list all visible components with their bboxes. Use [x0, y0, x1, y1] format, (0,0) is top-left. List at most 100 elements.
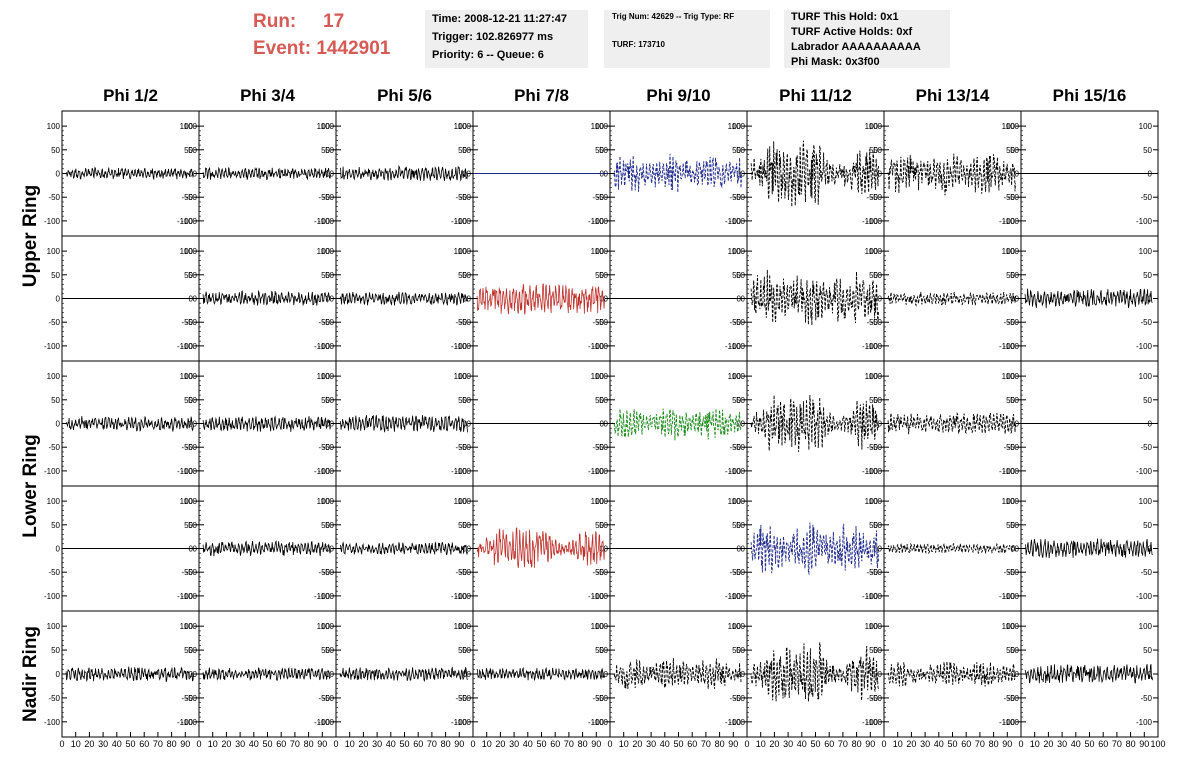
y-tick-label: 50: [184, 271, 193, 280]
y-tick-label: 50: [599, 396, 608, 405]
phi-header: Phi 1/2: [103, 86, 158, 105]
y-tick-label: 100: [317, 122, 331, 131]
run-value: 17: [323, 11, 345, 32]
y-tick-label: 0: [741, 670, 746, 679]
waveform-line: [202, 166, 331, 181]
y-tick-label: 100: [865, 247, 879, 256]
y-tick-label: 100: [458, 497, 472, 506]
x-tick-label: 10: [208, 739, 218, 749]
y-tick-label: 50: [732, 146, 741, 155]
x-tick-label: 0: [744, 739, 749, 749]
x-tick-label: 30: [646, 739, 656, 749]
x-tick-label: 80: [167, 739, 177, 749]
y-tick-label: -50: [318, 694, 330, 703]
y-tick-label: -100: [1136, 592, 1153, 601]
y-tick-label: -100: [725, 718, 742, 727]
x-tick-label: 20: [769, 739, 779, 749]
y-tick-label: 100: [458, 372, 472, 381]
y-tick-label: 100: [869, 497, 883, 506]
y-tick-label: -50: [1140, 318, 1152, 327]
y-tick-label: 0: [193, 170, 198, 179]
y-tick-label: -100: [592, 217, 609, 226]
y-tick-label: -100: [44, 718, 61, 727]
x-tick-label: 40: [660, 739, 670, 749]
x-tick-label: 40: [249, 739, 259, 749]
y-tick-label: -50: [322, 568, 334, 577]
y-tick-label: 50: [458, 521, 467, 530]
y-tick-label: 100: [732, 372, 746, 381]
y-tick-label: 0: [193, 670, 198, 679]
y-tick-label: -50: [48, 193, 60, 202]
y-tick-label: -50: [1003, 443, 1015, 452]
y-tick-label: 100: [595, 497, 609, 506]
x-tick-label: 60: [413, 739, 423, 749]
time-text: Time: 2008-12-21 11:27:47: [432, 13, 567, 25]
y-tick-label: -50: [1140, 694, 1152, 703]
y-tick-label: 50: [1143, 521, 1152, 530]
y-tick-label: -50: [870, 568, 882, 577]
y-tick-label: 50: [869, 646, 878, 655]
y-tick-label: -50: [1003, 318, 1015, 327]
y-tick-label: -50: [729, 443, 741, 452]
y-tick-label: 0: [878, 295, 883, 304]
waveform-line: [65, 666, 194, 683]
y-tick-label: 50: [51, 146, 60, 155]
x-tick-label: 0: [196, 739, 201, 749]
x-tick-label: 80: [1126, 739, 1136, 749]
y-tick-label: 50: [188, 396, 197, 405]
y-tick-label: 50: [1010, 646, 1019, 655]
x-tick-label: 0: [59, 739, 64, 749]
y-tick-label: -50: [185, 443, 197, 452]
y-tick-label: 100: [1002, 247, 1016, 256]
y-tick-label: 100: [1006, 497, 1020, 506]
y-tick-label: 50: [732, 521, 741, 530]
y-tick-label: -100: [181, 342, 198, 351]
y-tick-label: -100: [866, 217, 883, 226]
y-tick-label: 100: [458, 247, 472, 256]
x-tick-label: 0: [1018, 739, 1023, 749]
y-tick-label: 100: [317, 622, 331, 631]
y-tick-label: 100: [184, 497, 198, 506]
y-tick-label: 0: [1011, 670, 1016, 679]
y-tick-label: 50: [1010, 521, 1019, 530]
y-tick-label: 100: [321, 497, 335, 506]
x-tick-label: 0: [881, 739, 886, 749]
y-tick-label: 100: [595, 622, 609, 631]
y-tick-label: 0: [463, 670, 468, 679]
x-tick-label: 30: [509, 739, 519, 749]
waveform-line: [476, 666, 605, 681]
x-tick-label: 30: [920, 739, 930, 749]
y-tick-label: -100: [729, 217, 746, 226]
y-tick-label: -50: [592, 568, 604, 577]
y-tick-label: 0: [604, 545, 609, 554]
y-tick-label: 100: [732, 497, 746, 506]
y-tick-label: 100: [595, 122, 609, 131]
waveform-line: [750, 140, 879, 207]
waveform-line: [1024, 538, 1153, 559]
y-tick-label: -100: [177, 342, 194, 351]
y-tick-label: 0: [330, 545, 335, 554]
y-tick-label: -50: [866, 443, 878, 452]
y-tick-label: 0: [467, 295, 472, 304]
y-tick-label: 50: [595, 146, 604, 155]
y-tick-label: 0: [193, 545, 198, 554]
x-tick-label: 60: [139, 739, 149, 749]
y-tick-label: 50: [458, 396, 467, 405]
y-tick-label: -50: [181, 568, 193, 577]
y-tick-label: 50: [1006, 521, 1015, 530]
y-tick-label: -50: [181, 443, 193, 452]
y-tick-label: 0: [330, 170, 335, 179]
y-tick-label: 100: [865, 622, 879, 631]
y-tick-label: 50: [325, 271, 334, 280]
y-tick-label: -100: [862, 467, 879, 476]
y-tick-label: 50: [595, 396, 604, 405]
y-tick-label: 0: [193, 295, 198, 304]
